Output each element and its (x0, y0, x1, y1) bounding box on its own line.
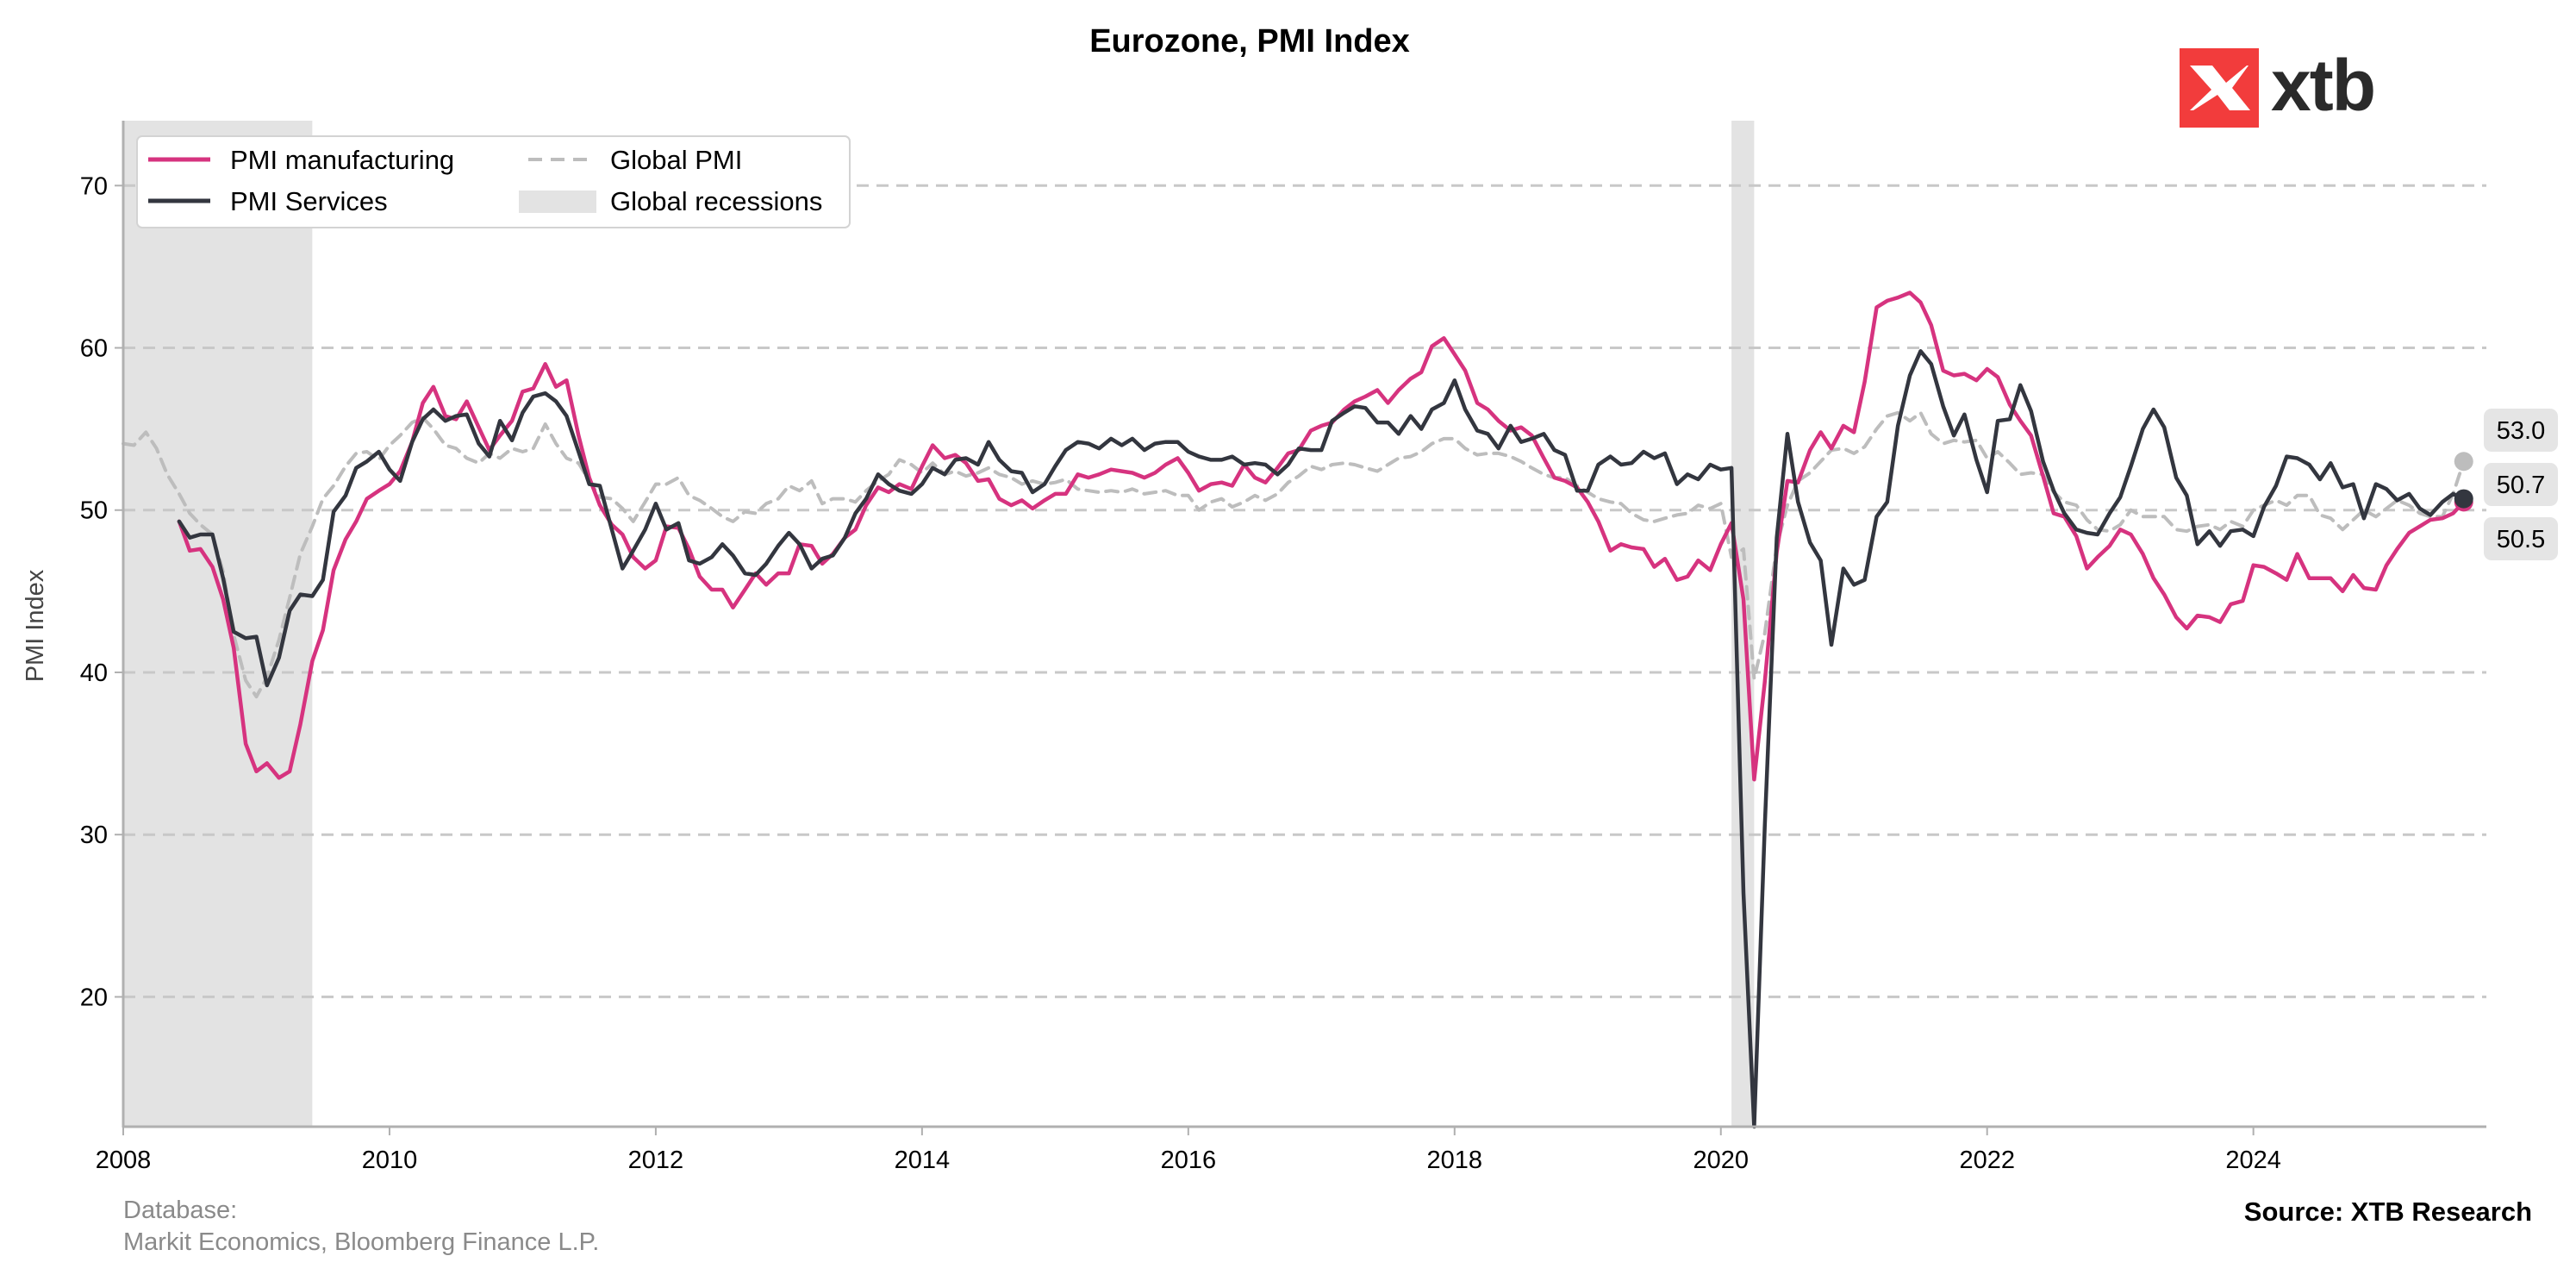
series-line-global (122, 410, 2466, 699)
database-value: Markit Economics, Bloomberg Finance L.P. (123, 1228, 599, 1256)
x-tick-label: 2016 (1161, 1147, 1217, 1174)
y-axis-label: PMI Index (22, 569, 49, 682)
end-points (2454, 452, 2473, 512)
value-badge-label-global: 53.0 (2497, 417, 2545, 445)
x-tick-label: 2022 (1959, 1147, 2015, 1174)
database-label: Database: (123, 1197, 237, 1224)
legend: PMI manufacturing PMI Services Global PM… (136, 135, 851, 228)
y-tick-label: 70 (80, 172, 108, 200)
y-tick-label: 40 (80, 659, 108, 687)
xtb-logo-cross-icon (2190, 66, 2250, 110)
value-badge-label-manufacturing: 50.5 (2497, 526, 2545, 553)
endpoint-global (2454, 452, 2473, 472)
x-tick-label: 2010 (362, 1147, 418, 1174)
x-tick-label: 2018 (1427, 1147, 1483, 1174)
y-tick-label: 30 (80, 822, 108, 849)
legend-label-recessions: Global recessions (610, 186, 822, 216)
x-tick-label: 2014 (895, 1147, 951, 1174)
y-tick-label: 50 (80, 497, 108, 525)
x-ticks: 2008 2010 2012 2014 2016 2018 2020 2022 2024 (96, 1127, 2281, 1174)
y-tick-label: 20 (80, 984, 108, 1011)
xtb-logo-text: xtb (2271, 45, 2374, 126)
legend-label-manufacturing: PMI manufacturing (230, 145, 454, 175)
x-tick-label: 2020 (1693, 1147, 1749, 1174)
value-badge-services (2484, 463, 2558, 506)
x-tick-label: 2008 (96, 1147, 152, 1174)
value-badges: 53.0 50.7 50.5 (2484, 409, 2558, 560)
endpoint-services (2454, 489, 2473, 509)
axes (122, 121, 2486, 1128)
x-tick-label: 2012 (628, 1147, 684, 1174)
legend-box (136, 135, 851, 228)
value-badge-manufacturing (2484, 517, 2558, 560)
value-badge-label-services: 50.7 (2497, 472, 2545, 499)
legend-label-services: PMI Services (230, 186, 388, 216)
series-line-manufacturing (177, 291, 2466, 782)
xtb-logo: xtb (2180, 45, 2376, 128)
legend-label-global: Global PMI (610, 145, 742, 175)
legend-swatch-recessions (519, 191, 596, 213)
chart-title: Eurozone, PMI Index (1089, 23, 1410, 59)
series-lines (122, 291, 2466, 1129)
recession-bands (123, 121, 1755, 1127)
y-ticks: 20 30 40 50 60 70 (80, 172, 123, 1011)
x-tick-label: 2024 (2225, 1147, 2281, 1174)
recession-band-1 (123, 121, 313, 1127)
y-tick-label: 60 (80, 335, 108, 363)
value-badge-global (2484, 409, 2558, 452)
source-label: Source: XTB Research (2244, 1197, 2532, 1227)
y-gridlines (123, 184, 2486, 998)
series-line-services (177, 349, 2466, 1129)
